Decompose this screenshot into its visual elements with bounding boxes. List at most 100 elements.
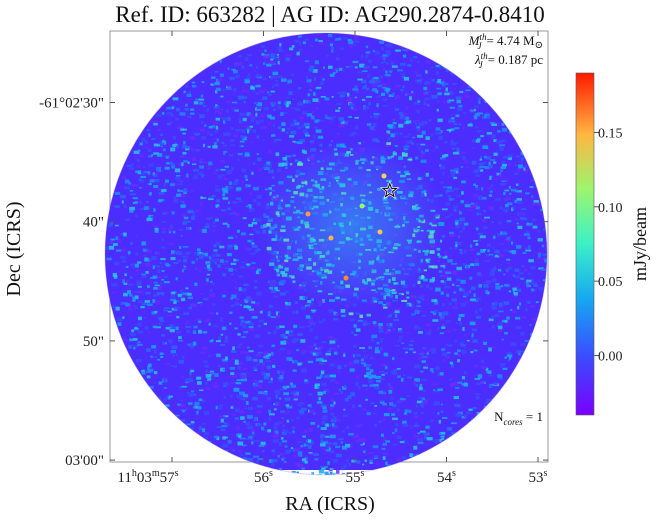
noise-speck: [177, 259, 182, 263]
noise-speck: [351, 404, 355, 409]
noise-speck: [129, 209, 134, 213]
noise-speck: [325, 423, 329, 427]
noise-speck: [215, 90, 218, 94]
noise-speck: [335, 453, 342, 458]
noise-speck: [214, 261, 218, 265]
noise-speck: [506, 262, 510, 265]
noise-speck: [308, 439, 311, 443]
noise-speck: [186, 173, 189, 178]
noise-speck: [312, 98, 319, 102]
noise-speck: [423, 86, 428, 91]
noise-speck: [177, 162, 182, 166]
colorbar: [575, 72, 595, 416]
noise-speck: [196, 410, 199, 414]
noise-speck: [418, 310, 424, 313]
noise-speck: [258, 272, 262, 276]
noise-speck: [238, 343, 243, 346]
noise-speck: [241, 288, 247, 292]
noise-speck: [246, 346, 250, 349]
noise-speck: [236, 187, 242, 191]
noise-speck: [335, 445, 341, 448]
noise-speck: [446, 426, 453, 431]
noise-speck: [425, 149, 429, 152]
noise-speck: [514, 275, 520, 279]
noise-speck: [116, 249, 122, 252]
noise-speck: [180, 419, 186, 422]
noise-speck: [362, 86, 365, 90]
noise-speck: [497, 325, 503, 330]
noise-speck: [467, 123, 473, 127]
noise-speck: [425, 284, 430, 288]
noise-speck: [201, 81, 205, 84]
noise-speck: [378, 323, 383, 326]
noise-speck: [479, 273, 483, 278]
noise-speck: [189, 112, 195, 115]
noise-speck: [439, 275, 443, 277]
noise-speck: [137, 322, 142, 327]
noise-speck: [493, 139, 497, 142]
noise-speck: [485, 289, 489, 294]
noise-speck: [350, 106, 354, 110]
noise-speck: [230, 297, 234, 300]
noise-speck: [153, 349, 157, 354]
noise-speck: [282, 456, 286, 460]
noise-speck: [244, 57, 249, 62]
noise-speck: [276, 311, 279, 316]
noise-speck: [488, 374, 493, 377]
noise-speck: [416, 299, 419, 302]
noise-speck: [391, 133, 394, 137]
noise-speck: [438, 312, 443, 316]
noise-speck: [387, 383, 392, 387]
noise-speck: [128, 181, 131, 185]
noise-speck: [317, 99, 321, 104]
noise-speck: [227, 246, 233, 250]
noise-speck: [237, 152, 243, 156]
noise-speck: [170, 147, 176, 152]
noise-speck: [222, 382, 229, 386]
noise-speck: [188, 423, 195, 426]
noise-speck: [524, 268, 528, 272]
noise-speck: [448, 344, 453, 347]
noise-speck: [475, 202, 478, 207]
noise-speck: [401, 151, 407, 156]
noise-speck: [474, 105, 480, 108]
noise-speck: [333, 337, 336, 340]
noise-speck: [463, 112, 466, 115]
noise-speck: [474, 174, 481, 177]
noise-speck: [208, 322, 211, 326]
noise-speck: [215, 188, 221, 192]
noise-speck: [214, 130, 218, 133]
noise-speck: [459, 217, 465, 222]
noise-speck: [329, 120, 332, 124]
noise-speck: [246, 127, 252, 131]
noise-speck: [413, 445, 418, 450]
noise-speck: [386, 52, 391, 56]
noise-speck: [508, 355, 512, 360]
noise-speck: [421, 397, 425, 400]
noise-speck: [199, 293, 205, 295]
noise-speck: [298, 41, 302, 46]
noise-speck: [374, 346, 379, 351]
noise-speck: [163, 342, 168, 345]
noise-speck: [267, 313, 271, 317]
noise-speck: [153, 281, 159, 285]
noise-speck: [250, 267, 255, 270]
noise-speck: [431, 277, 436, 281]
noise-speck: [240, 128, 246, 133]
noise-speck: [160, 188, 167, 193]
noise-speck: [394, 344, 400, 347]
noise-speck: [372, 322, 378, 327]
noise-speck: [112, 305, 117, 309]
noise-speck: [301, 368, 307, 373]
noise-speck: [435, 145, 439, 149]
noise-speck: [343, 464, 348, 468]
noise-speck: [279, 375, 284, 379]
noise-speck: [131, 183, 138, 187]
noise-speck: [438, 135, 442, 140]
noise-speck: [256, 268, 262, 272]
noise-speck: [331, 418, 337, 423]
noise-speck: [488, 164, 493, 169]
noise-speck: [409, 347, 414, 351]
noise-speck: [477, 272, 481, 276]
noise-speck: [417, 134, 424, 138]
